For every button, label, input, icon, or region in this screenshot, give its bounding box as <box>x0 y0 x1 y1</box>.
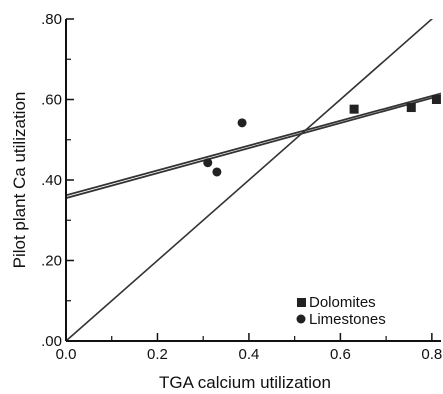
regression-line <box>66 92 441 197</box>
data-point-dolomites <box>431 95 441 104</box>
data-points <box>203 95 441 177</box>
x-tick-label: 0.0 <box>56 346 77 363</box>
identity-line <box>66 19 434 341</box>
legend-label-limestones: Limestones <box>309 311 386 328</box>
data-point-dolomites <box>406 103 416 113</box>
regression-line <box>66 94 441 199</box>
y-tick-label: .00 <box>41 333 62 350</box>
y-axis-title: Pilot plant Ca utilization <box>10 92 29 269</box>
data-point-dolomites <box>349 104 359 114</box>
y-tick-label: .80 <box>41 11 62 28</box>
data-point-limestones <box>212 167 222 177</box>
legend-label-dolomites: Dolomites <box>309 294 376 311</box>
data-point-limestones <box>203 158 213 168</box>
x-axis-title: TGA calcium utilization <box>159 373 331 392</box>
y-tick-label: .40 <box>41 172 62 189</box>
y-tick-label: .60 <box>41 92 62 109</box>
legend: Dolomites Limestones <box>296 294 386 328</box>
x-tick-label: 0.8 <box>421 346 442 363</box>
x-tick-label: 0.6 <box>330 346 351 363</box>
x-tick-label: 0.2 <box>147 346 168 363</box>
legend-marker-limestones <box>296 314 306 324</box>
reference-lines <box>66 19 441 341</box>
y-tick-label: .20 <box>41 253 62 270</box>
y-ticks: .00 .20 .40 .60 .80 <box>41 11 74 350</box>
x-ticks: 0.0 0.2 0.4 0.6 0.8 <box>56 333 442 363</box>
x-tick-label: 0.4 <box>238 346 259 363</box>
data-point-limestones <box>237 118 247 128</box>
legend-marker-dolomites <box>297 298 306 307</box>
